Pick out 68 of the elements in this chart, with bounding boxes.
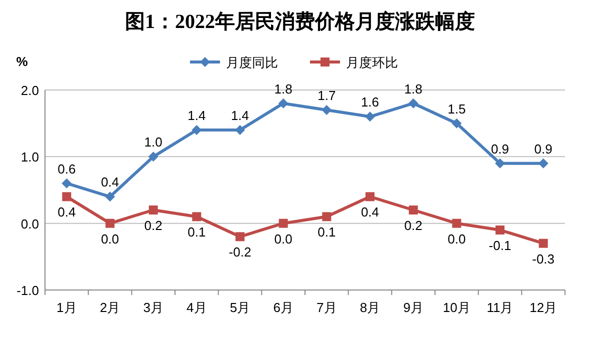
data-label: 0.2 bbox=[404, 218, 422, 233]
data-label: 0.6 bbox=[58, 161, 76, 176]
point bbox=[408, 98, 418, 108]
data-label: 1.8 bbox=[274, 81, 292, 96]
point bbox=[148, 152, 158, 162]
legend-label: 月度环比 bbox=[346, 55, 398, 70]
x-tick-label: 5月 bbox=[230, 300, 250, 315]
data-label: 0.1 bbox=[318, 224, 336, 240]
point bbox=[538, 158, 548, 168]
data-label: 1.4 bbox=[188, 108, 206, 123]
x-tick-label: 8月 bbox=[360, 300, 380, 315]
y-axis-title: % bbox=[16, 54, 28, 69]
data-label: 0.0 bbox=[274, 231, 292, 246]
point bbox=[366, 192, 374, 202]
point bbox=[452, 218, 462, 228]
point bbox=[278, 218, 288, 228]
data-label: 0.1 bbox=[188, 224, 206, 240]
point bbox=[365, 112, 375, 122]
point bbox=[322, 105, 332, 115]
x-tick-label: 4月 bbox=[186, 300, 207, 315]
data-label: 1.6 bbox=[360, 94, 380, 110]
data-label: 1.7 bbox=[318, 88, 336, 103]
legend-label: 月度同比 bbox=[226, 55, 278, 70]
y-tick-label: 0.0 bbox=[20, 216, 39, 232]
data-label: -0.1 bbox=[488, 238, 512, 253]
data-label: 0.0 bbox=[100, 231, 120, 246]
point bbox=[62, 178, 72, 188]
x-tick-label: 7月 bbox=[316, 300, 337, 315]
data-label: 0.9 bbox=[534, 141, 552, 156]
point bbox=[496, 226, 504, 234]
chart-title: 图1：2022年居民消费价格月度涨跌幅度 bbox=[125, 10, 475, 33]
data-label: 1.0 bbox=[144, 134, 162, 150]
x-tick-label: 12月 bbox=[530, 300, 558, 315]
point bbox=[495, 158, 505, 168]
data-label: 0.0 bbox=[448, 231, 466, 246]
point bbox=[192, 125, 202, 135]
point bbox=[236, 232, 244, 242]
point bbox=[278, 98, 288, 108]
data-label: -0.2 bbox=[228, 244, 252, 260]
data-label: 0.4 bbox=[58, 204, 76, 220]
y-tick-label: 2.0 bbox=[20, 83, 39, 98]
point bbox=[106, 218, 114, 228]
data-label: 0.4 bbox=[100, 174, 120, 190]
y-tick-label: 1.0 bbox=[20, 150, 39, 165]
x-tick-label: 6月 bbox=[273, 300, 294, 315]
data-label: 1.8 bbox=[404, 81, 422, 96]
data-label: 0.4 bbox=[360, 204, 380, 220]
point bbox=[105, 192, 115, 202]
x-tick-label: 11月 bbox=[486, 300, 514, 315]
point bbox=[452, 118, 462, 128]
point bbox=[322, 212, 332, 222]
point bbox=[192, 212, 202, 222]
point bbox=[408, 206, 418, 214]
point bbox=[62, 192, 72, 202]
point bbox=[538, 238, 548, 248]
data-label: 0.2 bbox=[144, 218, 162, 233]
x-tick-label: 9月 bbox=[403, 300, 424, 315]
data-label: 1.5 bbox=[448, 101, 466, 116]
x-tick-label: 10月 bbox=[442, 300, 470, 315]
data-label: 1.4 bbox=[230, 108, 250, 123]
x-tick-label: 1月 bbox=[56, 300, 77, 315]
x-tick-label: 2月 bbox=[100, 300, 120, 315]
point bbox=[235, 125, 245, 135]
y-tick-label: -1.0 bbox=[16, 283, 39, 298]
data-label: 0.9 bbox=[490, 141, 510, 156]
data-label: -0.3 bbox=[532, 251, 555, 266]
x-tick-label: 3月 bbox=[143, 300, 164, 315]
point bbox=[148, 206, 158, 214]
